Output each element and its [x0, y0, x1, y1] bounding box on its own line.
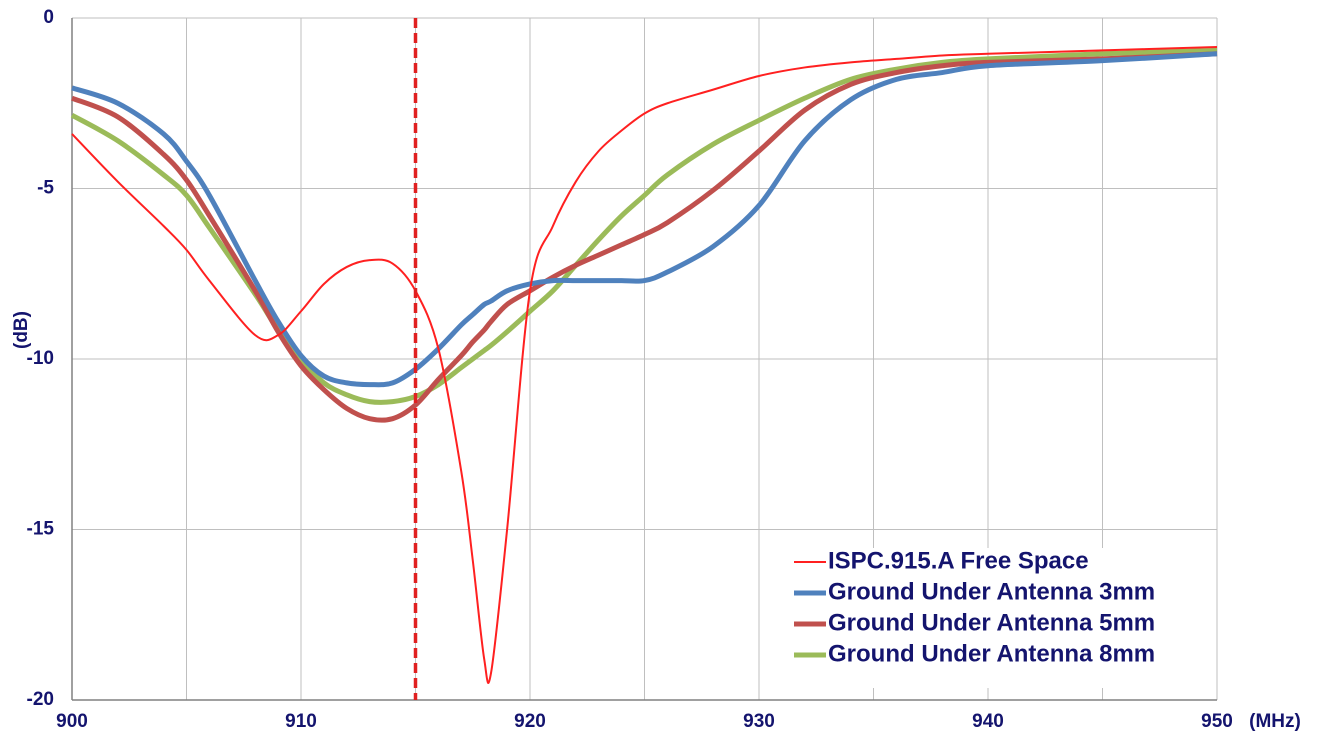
x-axis-label: (MHz): [1249, 711, 1301, 732]
y-tick-label: -5: [37, 178, 54, 199]
legend-box: [784, 548, 1209, 688]
line-series: [71, 51, 1218, 423]
legend-label: Ground Under Antenna 3mm: [828, 578, 1155, 605]
y-axis-label: (dB): [11, 311, 32, 349]
x-tick-label: 910: [285, 711, 317, 732]
x-tick-label: 900: [56, 711, 88, 732]
legend-label: Ground Under Antenna 8mm: [828, 640, 1155, 667]
x-tick-label: 930: [743, 711, 775, 732]
legend-label: ISPC.915.A Free Space: [828, 547, 1089, 574]
x-tick-label: 920: [514, 711, 546, 732]
line-series: [71, 45, 1218, 684]
y-tick-label: -15: [27, 519, 55, 540]
y-tick-label: -10: [27, 348, 54, 369]
line-series: [71, 51, 1218, 388]
x-tick-label: 950: [1201, 711, 1233, 732]
x-tick-label: 940: [972, 711, 1004, 732]
legend-label: Ground Under Antenna 5mm: [828, 609, 1155, 636]
y-tick-label: 0: [43, 7, 54, 28]
y-tick-label: -20: [27, 689, 54, 710]
